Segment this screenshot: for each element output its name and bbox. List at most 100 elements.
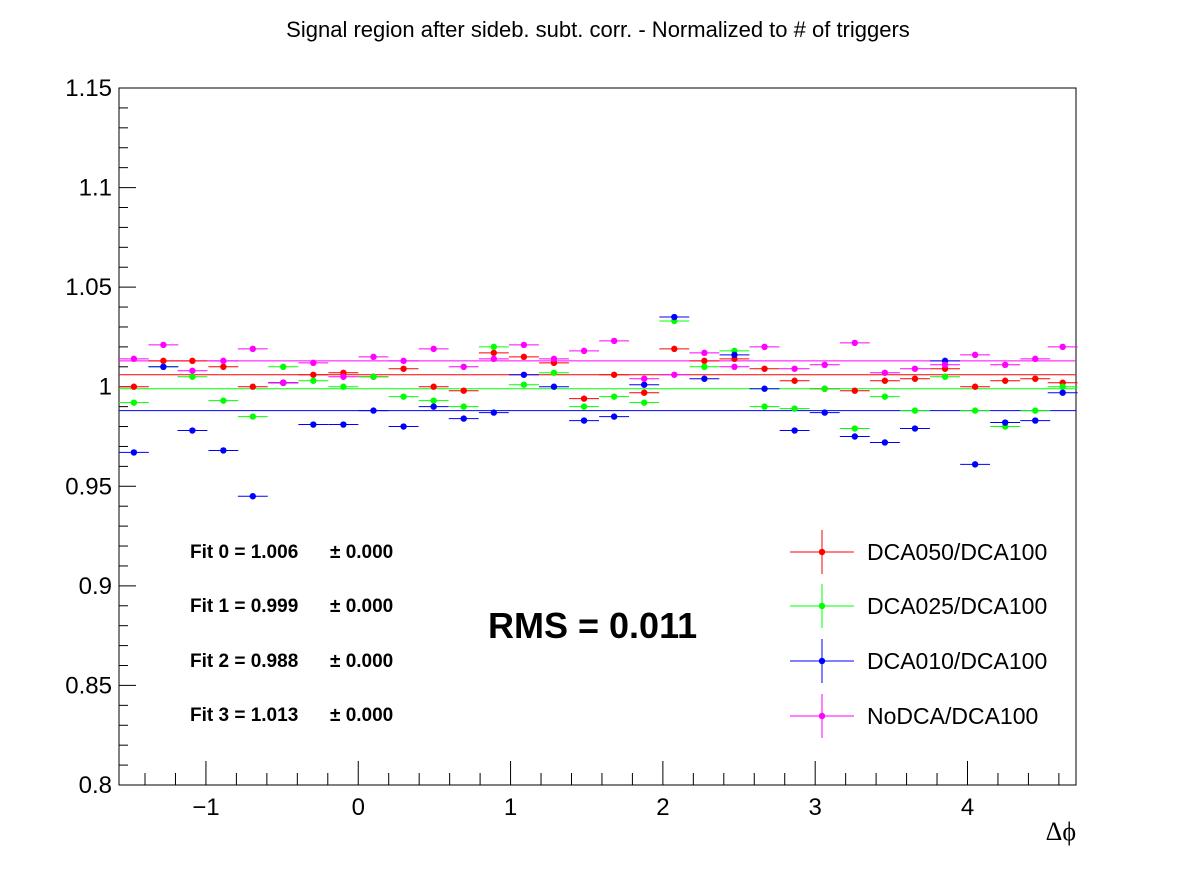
- fit-label-2: Fit 2 = 0.988: [190, 651, 298, 672]
- data-point: [249, 493, 257, 500]
- x-tick-label: 0: [352, 794, 365, 821]
- fit-label-0: Fit 0 = 1.006: [190, 542, 298, 563]
- data-point: [130, 449, 138, 456]
- data-point: [1032, 407, 1039, 414]
- data-point: [490, 343, 498, 351]
- data-point: [220, 363, 227, 370]
- data-point: [971, 407, 979, 414]
- data-point: [610, 371, 618, 378]
- data-point: [881, 439, 889, 446]
- data-point: [701, 357, 708, 365]
- data-point: [971, 461, 979, 468]
- data-point: [821, 409, 828, 416]
- data-point: [160, 341, 167, 349]
- legend-label: DCA025/DCA100: [867, 593, 1047, 619]
- data-point: [520, 371, 528, 378]
- data-points: [118, 313, 1078, 500]
- y-tick-label: 0.8: [79, 772, 112, 799]
- data-point: [941, 373, 949, 380]
- data-point: [911, 375, 919, 382]
- data-point: [881, 369, 889, 376]
- data-point: [701, 363, 708, 370]
- data-point: [1001, 361, 1009, 369]
- data-point: [911, 425, 919, 432]
- data-point: [340, 421, 347, 428]
- data-point: [400, 393, 407, 400]
- data-point: [971, 351, 979, 359]
- data-point: [851, 433, 858, 440]
- data-point: [370, 407, 377, 414]
- data-point: [249, 413, 257, 420]
- data-point: [340, 383, 347, 390]
- data-point: [550, 355, 558, 363]
- x-axis-label: Δϕ: [1046, 817, 1076, 846]
- data-point: [160, 357, 167, 365]
- data-point: [430, 403, 437, 410]
- data-point: [249, 345, 257, 353]
- data-point: [130, 383, 138, 390]
- legend-marker: [818, 602, 826, 610]
- data-point: [881, 377, 889, 384]
- data-point: [189, 367, 196, 374]
- data-point: [460, 363, 467, 370]
- fit-error-1: ± 0.000: [330, 596, 393, 617]
- data-point: [490, 355, 498, 363]
- fit-error-2: ± 0.000: [330, 651, 393, 672]
- legend-marker: [818, 657, 826, 665]
- data-point: [400, 423, 407, 430]
- data-point: [1001, 377, 1009, 384]
- data-point: [1059, 389, 1066, 396]
- legend-label: DCA050/DCA100: [867, 539, 1047, 565]
- data-point: [881, 393, 889, 400]
- data-point: [370, 373, 377, 380]
- data-point: [671, 371, 678, 378]
- data-point: [370, 353, 377, 361]
- data-point: [400, 357, 407, 365]
- y-tick-label: 0.85: [65, 672, 112, 699]
- data-point: [430, 383, 437, 390]
- data-point: [851, 425, 858, 432]
- data-point: [550, 369, 558, 376]
- chart-title: Signal region after sideb. subt. corr. -…: [286, 17, 910, 42]
- data-point: [911, 407, 919, 414]
- data-point: [671, 345, 678, 353]
- data-point: [971, 383, 979, 390]
- data-point: [610, 337, 618, 345]
- fit-label-3: Fit 3 = 1.013: [190, 705, 298, 726]
- data-point: [761, 343, 768, 351]
- data-point: [791, 377, 798, 384]
- data-point: [791, 427, 798, 434]
- data-point: [851, 387, 858, 394]
- x-tick-label: 1: [504, 794, 517, 821]
- x-tick-label: 2: [656, 794, 669, 821]
- x-tick-label: −1: [192, 794, 219, 821]
- data-point: [220, 357, 227, 365]
- data-point: [460, 415, 467, 422]
- data-point: [220, 447, 227, 454]
- data-point: [821, 361, 828, 369]
- data-point: [310, 421, 317, 428]
- legend-marker: [818, 712, 826, 720]
- data-point: [490, 409, 498, 416]
- legend-label: DCA010/DCA100: [867, 648, 1047, 674]
- legend: DCA050/DCA100 DCA025/DCA100 DCA010/DCA100 N…: [790, 530, 1047, 738]
- data-point: [610, 393, 618, 400]
- data-point: [731, 351, 738, 359]
- data-point: [791, 405, 798, 412]
- data-point: [310, 359, 317, 367]
- legend-label: NoDCA/DCA100: [867, 703, 1038, 729]
- data-point: [851, 339, 858, 347]
- data-point: [520, 381, 528, 388]
- data-point: [220, 397, 227, 404]
- y-tick-label: 0.95: [65, 473, 112, 500]
- data-point: [610, 413, 618, 420]
- fit-error-0: ± 0.000: [330, 542, 393, 563]
- data-point: [189, 357, 196, 365]
- data-point: [1032, 417, 1039, 424]
- data-point: [460, 387, 467, 394]
- y-tick-label: 1.05: [65, 274, 112, 301]
- data-point: [520, 341, 528, 349]
- data-point: [911, 365, 919, 372]
- data-point: [701, 349, 708, 357]
